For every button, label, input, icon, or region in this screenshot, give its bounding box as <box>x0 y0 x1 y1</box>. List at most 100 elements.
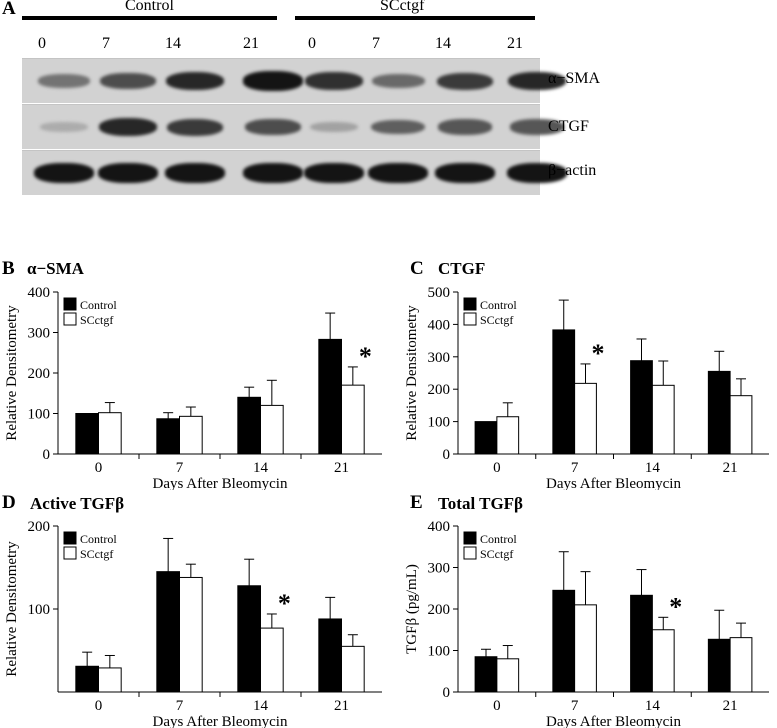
bar-control <box>318 618 343 693</box>
y-tick-label: 0 <box>43 447 51 463</box>
blot-row-asma <box>22 58 566 103</box>
lane-day-label: 7 <box>102 35 110 52</box>
y-tick-label: 300 <box>428 561 451 577</box>
bar-control <box>237 396 262 455</box>
bar-control <box>237 585 262 693</box>
bar-scctgf <box>260 627 284 693</box>
y-tick-label: 200 <box>28 366 51 382</box>
chart-title-e: Total TGFβ <box>438 494 524 513</box>
x-axis-label: Days After Bleomycin <box>153 714 288 728</box>
blot-band <box>371 74 425 88</box>
blot-band <box>34 163 94 183</box>
blot-band <box>436 72 494 90</box>
blot-band <box>166 71 224 91</box>
y-tick-label: 100 <box>428 644 451 660</box>
y-tick-label: 400 <box>28 285 51 301</box>
bar-control <box>75 665 99 693</box>
blot-band <box>37 74 91 88</box>
panel-letter-b: B <box>2 258 15 279</box>
blot-band <box>243 71 303 91</box>
legend-label: SCctgf <box>480 547 513 561</box>
bar-scctgf <box>179 415 203 455</box>
x-tick-label: 7 <box>176 460 184 476</box>
legend-swatch <box>463 312 477 326</box>
significance-marker: * <box>278 589 291 618</box>
blot-label-ctgf: CTGF <box>548 118 589 135</box>
bar-control <box>630 360 653 455</box>
bar-control <box>156 418 181 455</box>
x-axis-label: Days After Bleomycin <box>546 476 681 490</box>
bar-scctgf <box>260 404 284 455</box>
bar-scctgf <box>651 629 675 693</box>
bar-scctgf <box>729 637 753 693</box>
y-tick-label: 200 <box>428 382 451 398</box>
blot-band <box>165 163 225 183</box>
legend-swatch <box>463 546 477 560</box>
y-tick-label: 400 <box>428 317 451 333</box>
legend-label: Control <box>480 298 517 312</box>
chart-title-c: CTGF <box>438 259 486 278</box>
bar-scctgf <box>729 395 753 455</box>
y-tick-label: 0 <box>443 447 451 463</box>
bar-control <box>318 338 343 455</box>
bar-scctgf <box>496 658 520 693</box>
blot-band <box>166 118 224 136</box>
bar-scctgf <box>496 416 520 455</box>
x-tick-label: 14 <box>253 460 269 476</box>
group-label-control: Control <box>125 0 174 14</box>
blot-band <box>99 117 157 137</box>
legend-swatch <box>63 531 77 545</box>
group-label-scctgf: SCctgf <box>380 0 425 14</box>
group-bar-scctgf <box>295 16 535 20</box>
legend-label: SCctgf <box>80 313 113 327</box>
panel-letter-e: E <box>410 492 423 513</box>
legend-label: Control <box>80 298 117 312</box>
bar-control <box>707 638 731 693</box>
x-tick-label: 0 <box>493 698 501 714</box>
blot-band <box>304 163 364 183</box>
blot-label-asma: α−SMA <box>548 70 601 87</box>
bar-control <box>552 589 576 693</box>
x-tick-label: 7 <box>176 698 184 714</box>
bar-control <box>630 594 653 693</box>
bar-scctgf <box>98 667 122 693</box>
x-tick-label: 21 <box>334 460 349 476</box>
y-tick-label: 300 <box>428 350 451 366</box>
bar-control <box>552 329 576 455</box>
x-tick-label: 7 <box>571 698 579 714</box>
bar-control <box>707 370 731 455</box>
legend-swatch <box>63 546 77 560</box>
lane-day-label: 14 <box>435 35 451 52</box>
blot-band <box>39 122 89 132</box>
panel-letter-a: A <box>2 0 16 19</box>
lane-day-label: 0 <box>308 35 316 52</box>
lane-day-label: 7 <box>372 35 380 52</box>
significance-marker: * <box>359 342 372 371</box>
legend-swatch <box>63 312 77 326</box>
blot-label-beta-actin: β−actin <box>548 162 597 179</box>
bar-control <box>474 421 498 455</box>
x-tick-label: 7 <box>571 460 579 476</box>
blot-row-beta-actin <box>22 150 567 195</box>
blot-band <box>509 119 565 135</box>
y-tick-label: 100 <box>428 415 451 431</box>
blot-band <box>368 163 428 183</box>
blot-band <box>98 163 158 183</box>
y-tick-label: 500 <box>428 285 451 301</box>
y-axis-label: Relative Densitometry <box>404 305 420 441</box>
legend-swatch <box>463 297 477 311</box>
x-tick-label: 0 <box>493 460 501 476</box>
x-tick-label: 21 <box>723 460 738 476</box>
blot-band <box>371 119 425 135</box>
x-tick-label: 14 <box>645 460 661 476</box>
y-tick-label: 300 <box>28 326 51 342</box>
x-tick-label: 21 <box>334 698 349 714</box>
legend-label: SCctgf <box>80 547 113 561</box>
panel-letter-c: C <box>410 258 424 279</box>
bar-scctgf <box>341 645 365 693</box>
x-tick-label: 14 <box>645 698 661 714</box>
